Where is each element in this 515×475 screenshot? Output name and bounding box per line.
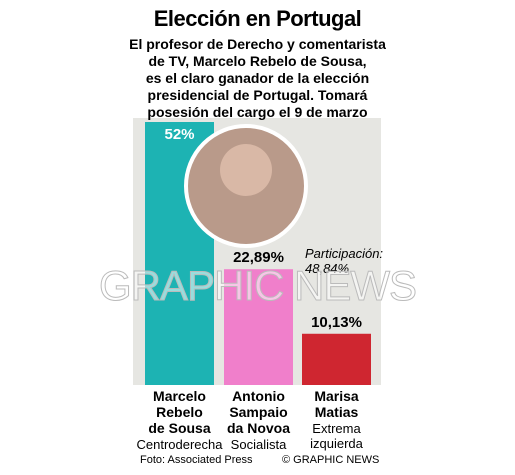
value-label: 52%	[164, 126, 195, 143]
subtitle: El profesor de Derecho y comentarista de …	[100, 36, 415, 121]
subtitle-line: de TV, Marcelo Rebelo de Sousa,	[148, 53, 367, 69]
group-label: Socialista	[230, 437, 287, 452]
photo-face	[220, 144, 272, 196]
copyright: © GRAPHIC NEWS	[282, 454, 380, 466]
value-label: 22,89%	[233, 249, 284, 267]
annotation: Participación: 48,84%	[305, 246, 384, 276]
subtitle-line: posesión del cargo el 9 de marzo	[147, 104, 368, 120]
title: Elección en Portugal	[153, 6, 362, 31]
subtitle-line: presidencial de Portugal. Tomará	[147, 87, 368, 103]
watermark: GRAPHIC NEWS	[98, 262, 417, 310]
group-label: Extrema izquierda	[310, 421, 363, 451]
category-label: Marisa Matias	[314, 388, 359, 420]
group-label: Centroderecha	[136, 437, 223, 452]
value-label: 10,13%	[311, 313, 362, 331]
category-label: Marcelo Rebelo de Sousa	[148, 388, 211, 436]
subtitle-line: es el claro ganador de la elección	[145, 70, 370, 86]
subtitle-line: El profesor de Derecho y comentarista	[129, 36, 386, 52]
category-label: Antonio Sampaio da Novoa	[226, 388, 290, 436]
bar	[224, 269, 293, 385]
bar	[302, 333, 371, 385]
credit: Foto: Associated Press	[140, 454, 253, 466]
